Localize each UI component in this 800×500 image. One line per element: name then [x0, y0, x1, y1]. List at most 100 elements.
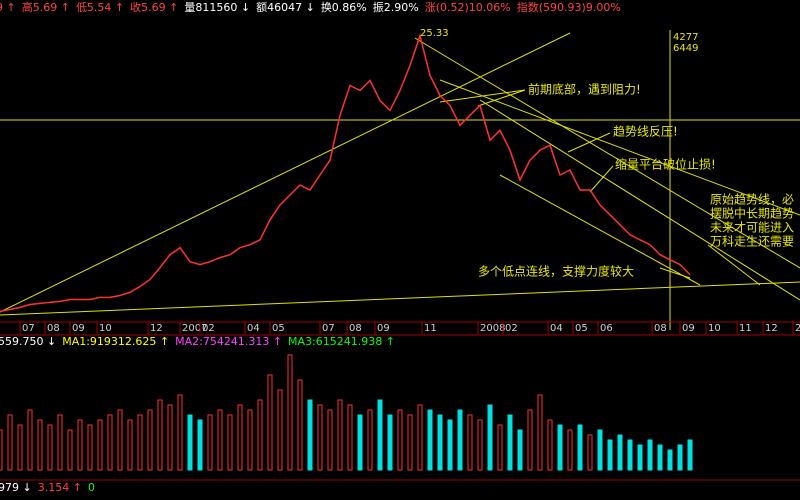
arrow	[589, 165, 614, 193]
annotation: 趋势线反压!	[613, 125, 678, 139]
volume-bar	[237, 404, 243, 471]
volume-bar	[57, 414, 63, 471]
price-line	[0, 33, 691, 313]
volume-bar	[507, 414, 513, 471]
volume-bar	[207, 414, 213, 471]
volume-bar	[627, 439, 633, 471]
volume-bar	[587, 434, 593, 471]
channel-line	[479, 99, 800, 301]
volume-bar	[397, 409, 403, 471]
volume-bar	[327, 409, 333, 471]
arrow	[439, 89, 526, 103]
x-tick-label: 09	[682, 323, 695, 334]
volume-bar	[447, 419, 453, 471]
volume-bar	[577, 424, 583, 471]
volume-bar	[407, 414, 413, 471]
status-item: 高5.69 ↑	[22, 0, 70, 14]
x-tick-label: 12	[150, 323, 163, 334]
x-tick-label: 09	[377, 323, 390, 334]
annotation: 万科走生还需要	[710, 235, 794, 249]
trend-line	[439, 79, 800, 216]
arrow	[659, 267, 691, 279]
volume-bar	[617, 434, 623, 471]
volume-bar	[107, 414, 113, 471]
x-tick-label: 09	[72, 323, 85, 334]
volume-bar	[257, 399, 263, 471]
x-tick-label: 2007	[182, 323, 207, 334]
volume-bar	[387, 414, 393, 471]
volume-bar	[337, 399, 343, 471]
status-item: 振2.90%	[373, 0, 419, 14]
volume-bar	[307, 399, 313, 471]
status-item: 量811560 ↓	[184, 1, 250, 14]
volume-bar	[87, 424, 93, 471]
volume-bar	[357, 414, 363, 471]
volume-bar	[47, 424, 53, 471]
volume-bar	[667, 449, 673, 471]
volume-bar	[137, 414, 143, 471]
volume-bar	[657, 444, 663, 471]
volume-bar	[147, 409, 153, 471]
x-tick-label: 11	[739, 323, 752, 334]
annotation: 未来才可能进入	[710, 221, 794, 235]
volume-bar	[197, 419, 203, 471]
annotation: 4277	[673, 32, 698, 43]
status-item: 换0.86%	[321, 0, 367, 14]
volume-bar	[17, 424, 23, 471]
trend-lines	[0, 30, 800, 330]
volume-bar	[127, 419, 133, 471]
volume-bar	[27, 409, 33, 471]
volume-bar	[247, 409, 253, 471]
volume-bar	[437, 414, 443, 471]
volume-bar	[487, 404, 493, 471]
volume-bar	[517, 429, 523, 471]
arrow	[477, 89, 526, 107]
status-item: 979 ↓	[0, 481, 32, 494]
x-tick-label: 08	[349, 323, 362, 334]
x-tick-label: 08	[47, 323, 60, 334]
x-tick-label: 10	[99, 323, 112, 334]
volume-bar	[297, 379, 303, 471]
volume-bar	[0, 429, 3, 471]
x-tick-label: 12	[765, 323, 778, 334]
status-item: MA3:615241.938 ↑	[288, 335, 395, 348]
volume-bar	[287, 354, 293, 471]
arrow	[567, 132, 611, 153]
status-item: 收5.69 ↑	[130, 0, 178, 14]
status-item: MA1:919312.625 ↑	[62, 335, 169, 348]
volume-bar	[227, 414, 233, 471]
volume-bar	[417, 404, 423, 471]
x-tick-label: 08	[654, 323, 667, 334]
x-tick-label: 07	[322, 323, 335, 334]
volume-bar	[557, 424, 563, 471]
volume-bar	[117, 409, 123, 471]
volume-bar	[637, 444, 643, 471]
status-item: 低5.54 ↑	[76, 1, 124, 14]
volume-bar	[537, 394, 543, 471]
volume-bar	[547, 419, 553, 471]
x-tick-label: 04	[550, 323, 563, 334]
channel-line	[499, 174, 701, 286]
volume-bar	[677, 444, 683, 471]
volume-bar	[37, 419, 43, 471]
volume-bar	[607, 439, 613, 471]
x-tick-label: 05	[272, 323, 285, 334]
x-tick-label: 2008	[480, 323, 505, 334]
support-line	[0, 281, 800, 316]
x-tick-label: 11	[424, 323, 437, 334]
annotation: 6449	[673, 43, 698, 54]
volume-bar	[687, 439, 693, 471]
status-item: MA2:754241.313 ↑	[175, 335, 282, 348]
status-item: 3.154 ↑	[38, 481, 82, 494]
volume-bar	[527, 409, 533, 471]
x-tick-label: 02	[202, 323, 215, 334]
x-tick-label: 02	[505, 323, 518, 334]
arrow	[707, 244, 761, 286]
trend-line	[414, 37, 800, 269]
volume-bar	[467, 414, 473, 471]
volume-bar	[267, 374, 273, 471]
volume-bar	[647, 439, 653, 471]
status-item: 0	[88, 481, 95, 494]
annotation: 摆脱中长期趋势	[710, 206, 794, 221]
